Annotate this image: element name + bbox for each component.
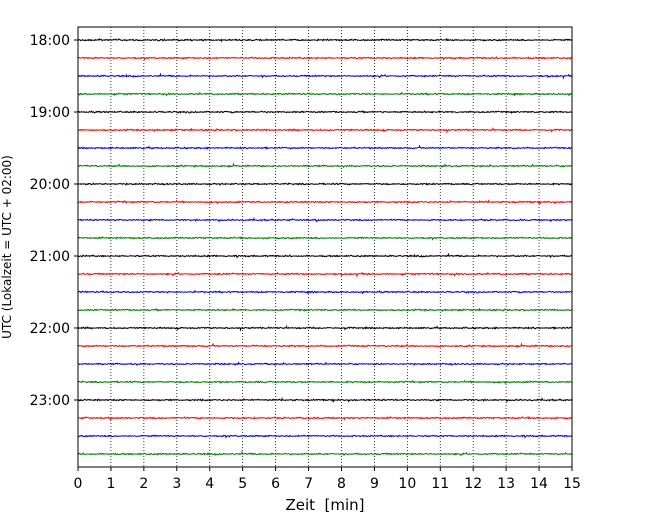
plot-frame [77,26,573,468]
x-tick-label: 2 [139,476,148,492]
grid-lines [110,27,540,467]
trace-line [77,434,573,439]
x-tick-label: 15 [563,476,581,492]
trace-line [77,144,573,151]
y-tick-label: 22:00 [30,321,70,337]
trace-line [77,415,573,421]
seismic-traces [77,37,573,457]
x-tick-label: 4 [205,476,214,492]
x-tick-label: 3 [172,476,181,492]
y-tick-label: 18:00 [30,33,70,49]
x-tick-label: 0 [74,476,83,492]
trace-line [77,216,573,223]
x-tick-label: 7 [304,476,313,492]
x-tick-label: 6 [271,476,280,492]
trace-line [77,91,573,97]
trace-line [77,271,573,278]
trace-line [77,199,573,205]
x-tick-label: 10 [398,476,416,492]
x-tick-label: 14 [530,476,548,492]
y-axis-ticks: 18:00 19:00 20:00 21:00 22:00 23:00 [30,33,78,409]
trace-line [77,37,573,43]
trace-line [77,235,573,241]
trace-line [77,396,573,403]
trace-line [77,182,573,186]
x-tick-label: 13 [497,476,515,492]
trace-line [77,162,573,169]
y-tick-label: 21:00 [30,249,70,265]
trace-line [77,56,573,61]
y-tick-label: 20:00 [30,177,70,193]
x-tick-label: 9 [370,476,379,492]
y-tick-label: 23:00 [30,393,70,409]
x-tick-label: 1 [106,476,115,492]
trace-line [78,342,573,348]
x-tick-label: 8 [337,476,346,492]
trace-line [77,289,573,295]
x-tick-label: 5 [238,476,247,492]
y-tick-label: 19:00 [30,105,70,121]
trace-line [77,450,573,457]
trace-line [77,361,573,367]
trace-line [77,379,573,385]
x-axis-ticks: 0 1 2 3 4 5 6 7 8 9 10 11 12 13 14 15 [74,467,581,492]
x-tick-label: 12 [464,476,482,492]
trace-line [77,252,573,259]
trace-line [77,72,573,80]
trace-line [77,126,573,134]
x-tick-label: 11 [431,476,449,492]
trace-line [77,307,573,313]
trace-line [77,324,573,332]
trace-line [77,110,573,115]
y-axis-label: UTC (Lokalzeit = UTC + 02:00) [0,155,14,339]
x-axis-label: Zeit [min] [285,496,364,514]
